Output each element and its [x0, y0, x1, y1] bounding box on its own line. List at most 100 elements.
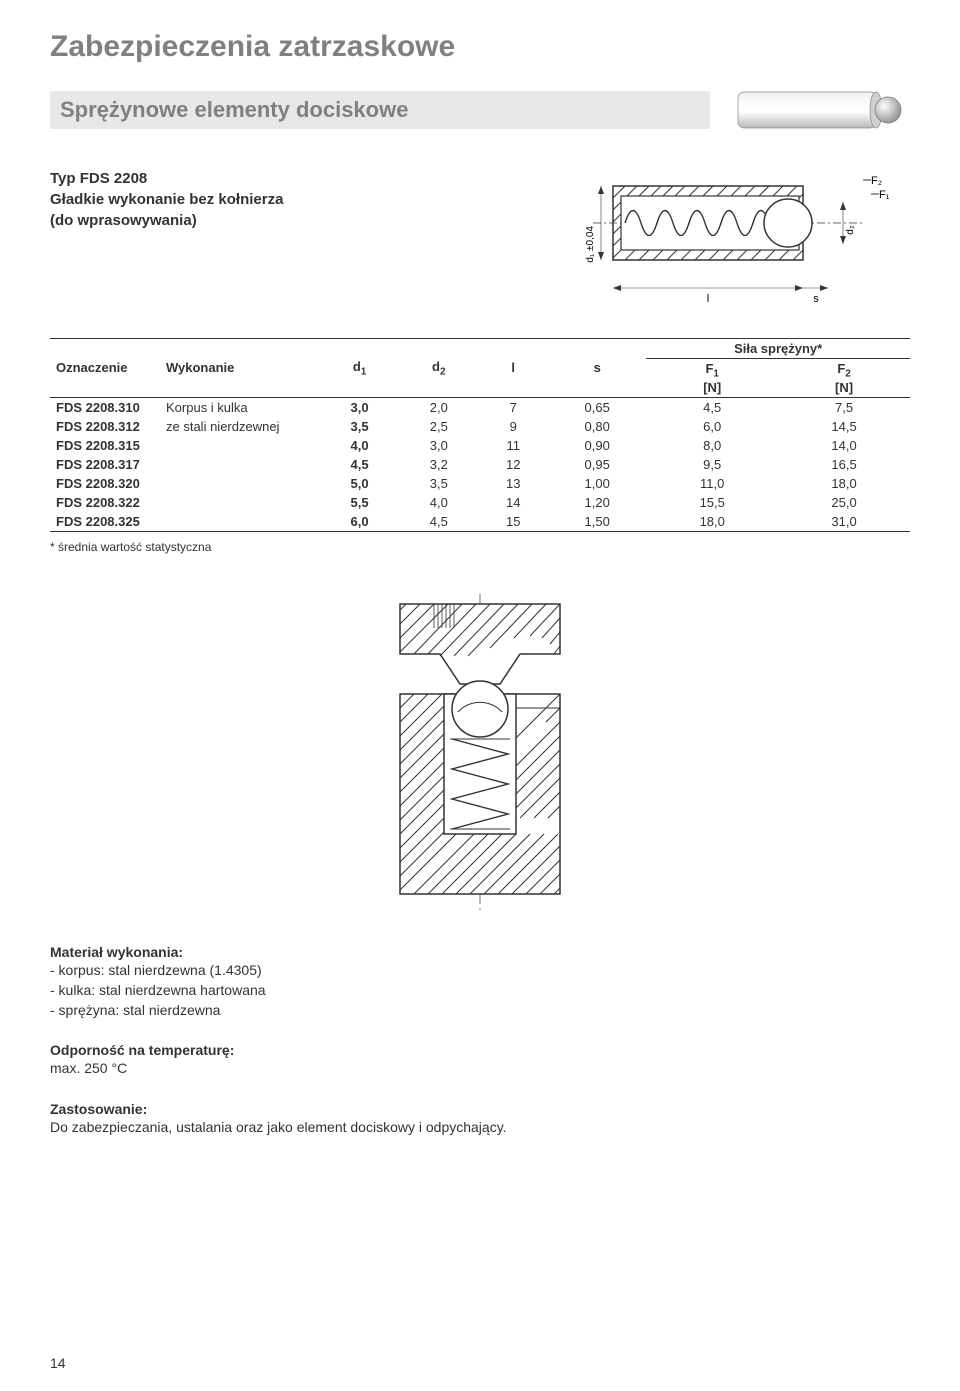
- th-d2: d2: [399, 339, 478, 398]
- cell-f1: 6,0: [646, 417, 778, 436]
- material-heading: Materiał wykonania:: [50, 944, 910, 960]
- th-f2: F2[N]: [778, 359, 910, 398]
- cell-d2: 3,0: [399, 436, 478, 455]
- app-text: Do zabezpieczania, ustalania oraz jako e…: [50, 1117, 910, 1137]
- cell-l: 15: [478, 512, 548, 532]
- th-s: s: [548, 339, 646, 398]
- dim-l: l: [707, 293, 709, 305]
- cell-d2: 3,5: [399, 474, 478, 493]
- application-section: Zastosowanie: Do zabezpieczania, ustalan…: [50, 1101, 910, 1137]
- cell-f2: 18,0: [778, 474, 910, 493]
- description-row: Typ FDS 2208 Gładkie wykonanie bez kołni…: [50, 168, 910, 318]
- dim-s: s: [813, 293, 819, 305]
- cell-d1: 3,0: [320, 397, 399, 417]
- dim-f1: F₁: [879, 189, 890, 201]
- cell-oznaczenie: FDS 2208.315: [50, 436, 160, 455]
- cell-f1: 8,0: [646, 436, 778, 455]
- cell-d2: 2,0: [399, 397, 478, 417]
- cell-wykonanie: [160, 512, 320, 532]
- table-row: FDS 2208.325 6,04,5151,5018,031,0: [50, 512, 910, 532]
- cell-oznaczenie: FDS 2208.317: [50, 455, 160, 474]
- cell-s: 0,90: [548, 436, 646, 455]
- temp-value: max. 250 °C: [50, 1058, 910, 1078]
- material-section: Materiał wykonania: - korpus: stal nierd…: [50, 944, 910, 1021]
- type-description: Typ FDS 2208 Gładkie wykonanie bez kołni…: [50, 168, 523, 231]
- cell-l: 7: [478, 397, 548, 417]
- material-line1: - korpus: stal nierdzewna (1.4305): [50, 960, 910, 980]
- material-line3: - sprężyna: stal nierdzewna: [50, 1000, 910, 1020]
- cell-d2: 2,5: [399, 417, 478, 436]
- cell-f2: 14,5: [778, 417, 910, 436]
- desc-line2: (do wprasowywania): [50, 210, 523, 231]
- cell-l: 11: [478, 436, 548, 455]
- app-heading: Zastosowanie:: [50, 1101, 910, 1117]
- th-l: l: [478, 339, 548, 398]
- installation-diagram-icon: [350, 594, 610, 914]
- material-line2: - kulka: stal nierdzewna hartowana: [50, 980, 910, 1000]
- cell-d1: 5,0: [320, 474, 399, 493]
- table-row: FDS 2208.320 5,03,5131,0011,018,0: [50, 474, 910, 493]
- cell-wykonanie: ze stali nierdzewnej: [160, 417, 320, 436]
- cell-oznaczenie: FDS 2208.312: [50, 417, 160, 436]
- cell-wykonanie: Korpus i kulka: [160, 397, 320, 417]
- dim-d2: d₂: [845, 225, 856, 235]
- table-footnote: * średnia wartość statystyczna: [50, 540, 910, 554]
- cell-f2: 25,0: [778, 493, 910, 512]
- cell-f1: 9,5: [646, 455, 778, 474]
- temperature-section: Odporność na temperaturę: max. 250 °C: [50, 1042, 910, 1078]
- dim-f2: F₂: [871, 175, 882, 187]
- cell-oznaczenie: FDS 2208.320: [50, 474, 160, 493]
- cell-d2: 4,0: [399, 493, 478, 512]
- cell-wykonanie: [160, 436, 320, 455]
- th-sila: Siła sprężyny*: [646, 339, 910, 359]
- cell-s: 0,95: [548, 455, 646, 474]
- cell-oznaczenie: FDS 2208.325: [50, 512, 160, 532]
- desc-line1: Gładkie wykonanie bez kołnierza: [50, 189, 523, 210]
- cell-d1: 3,5: [320, 417, 399, 436]
- cell-f2: 16,5: [778, 455, 910, 474]
- cell-s: 0,80: [548, 417, 646, 436]
- cell-l: 9: [478, 417, 548, 436]
- page-title: Zabezpieczenia zatrzaskowe: [50, 30, 910, 64]
- table-row: FDS 2208.310Korpus i kulka3,02,070,654,5…: [50, 397, 910, 417]
- plunger-photo-icon: [730, 82, 910, 138]
- th-d1: d1: [320, 339, 399, 398]
- cell-d1: 5,5: [320, 493, 399, 512]
- th-oznaczenie: Oznaczenie: [50, 339, 160, 398]
- cross-section-diagram-icon: d₁ ±0,04 l s d₂ F₂ F₁: [553, 168, 893, 318]
- page-number: 14: [50, 1355, 66, 1371]
- cell-l: 14: [478, 493, 548, 512]
- table-row: FDS 2208.322 5,54,0141,2015,525,0: [50, 493, 910, 512]
- subtitle: Sprężynowe elementy dociskowe: [50, 91, 710, 129]
- data-table: Oznaczenie Wykonanie d1 d2 l s Siła sprę…: [50, 338, 910, 532]
- dim-d1: d₁ ±0,04: [585, 226, 596, 263]
- cell-f1: 15,5: [646, 493, 778, 512]
- cell-f1: 4,5: [646, 397, 778, 417]
- cell-f1: 11,0: [646, 474, 778, 493]
- cell-f2: 14,0: [778, 436, 910, 455]
- cell-wykonanie: [160, 493, 320, 512]
- cell-s: 1,50: [548, 512, 646, 532]
- cell-d2: 3,2: [399, 455, 478, 474]
- cell-f1: 18,0: [646, 512, 778, 532]
- cell-s: 1,00: [548, 474, 646, 493]
- cell-s: 1,20: [548, 493, 646, 512]
- cell-oznaczenie: FDS 2208.322: [50, 493, 160, 512]
- cell-d1: 4,5: [320, 455, 399, 474]
- cell-s: 0,65: [548, 397, 646, 417]
- cell-d1: 6,0: [320, 512, 399, 532]
- table-row: FDS 2208.3174,53,2120,959,516,5: [50, 455, 910, 474]
- cell-l: 13: [478, 474, 548, 493]
- cell-wykonanie: [160, 455, 320, 474]
- cell-f2: 7,5: [778, 397, 910, 417]
- table-row: FDS 2208.315 4,03,0110,908,014,0: [50, 436, 910, 455]
- cell-d1: 4,0: [320, 436, 399, 455]
- th-f1: F1[N]: [646, 359, 778, 398]
- cell-d2: 4,5: [399, 512, 478, 532]
- cell-f2: 31,0: [778, 512, 910, 532]
- subtitle-row: Sprężynowe elementy dociskowe: [50, 82, 910, 138]
- cell-wykonanie: [160, 474, 320, 493]
- table-row: FDS 2208.312ze stali nierdzewnej3,52,590…: [50, 417, 910, 436]
- th-wykonanie: Wykonanie: [160, 339, 320, 398]
- cell-oznaczenie: FDS 2208.310: [50, 397, 160, 417]
